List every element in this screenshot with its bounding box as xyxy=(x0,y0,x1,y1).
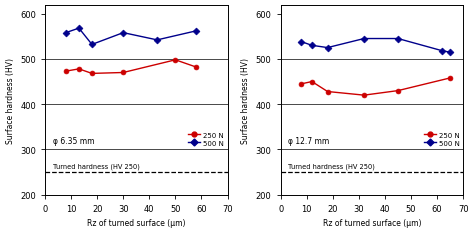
Legend: 250 N, 500 N: 250 N, 500 N xyxy=(423,132,460,146)
X-axis label: Rz of turned surface (μm): Rz of turned surface (μm) xyxy=(87,218,185,228)
Text: φ 6.35 mm: φ 6.35 mm xyxy=(53,136,94,145)
Y-axis label: Surface hardness (HV): Surface hardness (HV) xyxy=(241,58,250,143)
Text: φ 12.7 mm: φ 12.7 mm xyxy=(289,136,330,145)
Text: Turned hardness (HV 250): Turned hardness (HV 250) xyxy=(289,162,375,169)
Text: Turned hardness (HV 250): Turned hardness (HV 250) xyxy=(53,162,140,169)
Y-axis label: Surface hardness (HV): Surface hardness (HV) xyxy=(6,58,15,143)
Legend: 250 N, 500 N: 250 N, 500 N xyxy=(188,132,224,146)
X-axis label: Rz of turned surface (μm): Rz of turned surface (μm) xyxy=(323,218,421,228)
